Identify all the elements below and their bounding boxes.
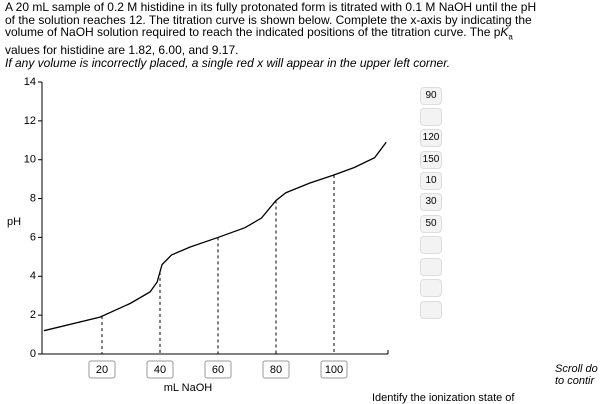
answer-tile[interactable]: 150 <box>420 151 442 169</box>
answer-slot <box>146 360 174 379</box>
y-tick-label: 2 <box>30 309 36 321</box>
prompt-text: volume of NaOH solution required to reac… <box>5 25 501 40</box>
question-prompt: A 20 mL sample of 0.2 M histidine in its… <box>5 1 536 69</box>
x-answer-box[interactable]: 60 <box>204 360 232 379</box>
pk-letter: K <box>500 25 509 40</box>
answer-slot <box>320 360 348 379</box>
y-tick-label: 10 <box>24 154 36 166</box>
prompt-line: A 20 mL sample of 0.2 M histidine in its… <box>5 0 537 14</box>
answer-tile[interactable]: 120 <box>420 129 442 147</box>
y-tick-label: 8 <box>30 192 36 204</box>
empty-tile[interactable] <box>420 236 442 254</box>
titration-curve <box>43 141 387 332</box>
answer-tile[interactable]: 10 <box>420 172 442 190</box>
x-answer-box[interactable]: 40 <box>146 360 174 379</box>
empty-tile[interactable] <box>420 108 442 126</box>
prompt-line: of the solution reaches 12. The titratio… <box>5 12 532 27</box>
x-answer-box[interactable]: 100 <box>320 360 348 379</box>
answer-tile[interactable]: 30 <box>420 193 442 211</box>
answer-tile[interactable]: 90 <box>420 87 442 105</box>
answer-slot <box>88 360 116 379</box>
answer-tile[interactable]: 50 <box>420 215 442 233</box>
y-tick-label: 6 <box>30 231 36 243</box>
y-tick-label: 4 <box>30 270 36 282</box>
answer-slot <box>204 360 232 379</box>
x-tick-label: 80 <box>270 364 282 376</box>
next-question: Identify the ionization state of <box>372 392 515 404</box>
x-tick-label: 40 <box>154 364 166 376</box>
y-tick-label: 12 <box>24 115 36 127</box>
y-axis-label: pH <box>7 216 21 228</box>
x-tick-label: 100 <box>325 364 343 376</box>
prompt-line: volume of NaOH solution required to reac… <box>5 26 536 44</box>
x-tick-label: 20 <box>96 364 108 376</box>
y-tick-label: 14 <box>24 76 36 88</box>
x-tick-label: 60 <box>212 364 224 376</box>
empty-tile[interactable] <box>420 301 442 319</box>
answer-slot <box>262 360 290 379</box>
y-tick-label: 0 <box>30 348 36 360</box>
prompt-note: If any volume is incorrectly placed, a s… <box>5 55 451 70</box>
x-answer-box[interactable]: 20 <box>88 360 116 379</box>
x-answer-box[interactable]: 80 <box>262 360 290 379</box>
x-axis-label: mL NaOH <box>164 382 213 394</box>
pk-sub: a <box>508 32 513 42</box>
empty-tile[interactable] <box>420 258 442 276</box>
empty-tile[interactable] <box>420 279 442 297</box>
prompt-line: values for histidine are 1.82, 6.00, and… <box>5 43 239 58</box>
scroll-hint: Scroll do <box>555 363 598 375</box>
scroll-hint: to contir <box>555 375 595 387</box>
